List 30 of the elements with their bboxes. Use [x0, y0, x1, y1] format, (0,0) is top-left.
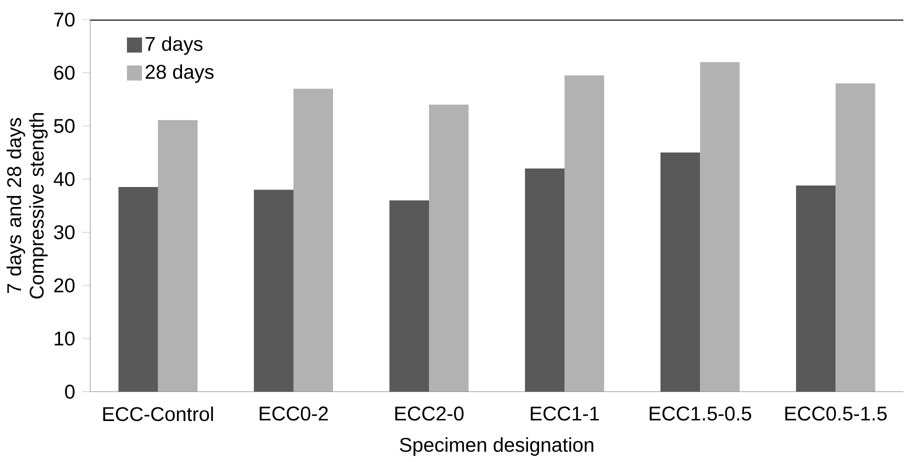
y-tick-label: 0: [65, 384, 75, 399]
bar: [836, 83, 876, 392]
y-tick-label: 20: [54, 278, 75, 292]
bar: [389, 200, 430, 392]
y-tick-label: 70: [54, 12, 75, 26]
bar: [254, 190, 294, 392]
x-tick-label: ECC1-1: [530, 406, 599, 420]
bar: [429, 104, 469, 392]
y-tick-label: 30: [54, 224, 75, 240]
x-tick-label: ECC0.5-1.5: [785, 406, 887, 420]
legend-label: 28 days: [146, 64, 214, 83]
bar: [796, 185, 836, 392]
y-tick-label: 60: [54, 66, 75, 80]
bar: [158, 120, 198, 392]
bar: [293, 88, 334, 392]
x-tick-label: ECC0-2: [260, 406, 328, 420]
y-tick-label: 40: [54, 172, 75, 186]
y-axis-title: 7 days and 28 days Compressive stength: [6, 112, 48, 298]
x-tick-label: ECC2-0: [395, 406, 464, 420]
bar: [524, 168, 565, 392]
bar: [660, 152, 700, 392]
bar: [700, 62, 740, 392]
x-tick-label: ECC-Control: [103, 406, 213, 421]
bar: [564, 75, 604, 392]
legend-label: 7 days: [146, 36, 202, 55]
x-axis-title: Specimen designation: [400, 437, 594, 456]
x-tick-label: ECC1.5-0.5: [650, 406, 752, 420]
bar: [118, 186, 158, 392]
y-tick-label: 50: [54, 118, 75, 133]
y-tick-label: 10: [54, 331, 75, 346]
